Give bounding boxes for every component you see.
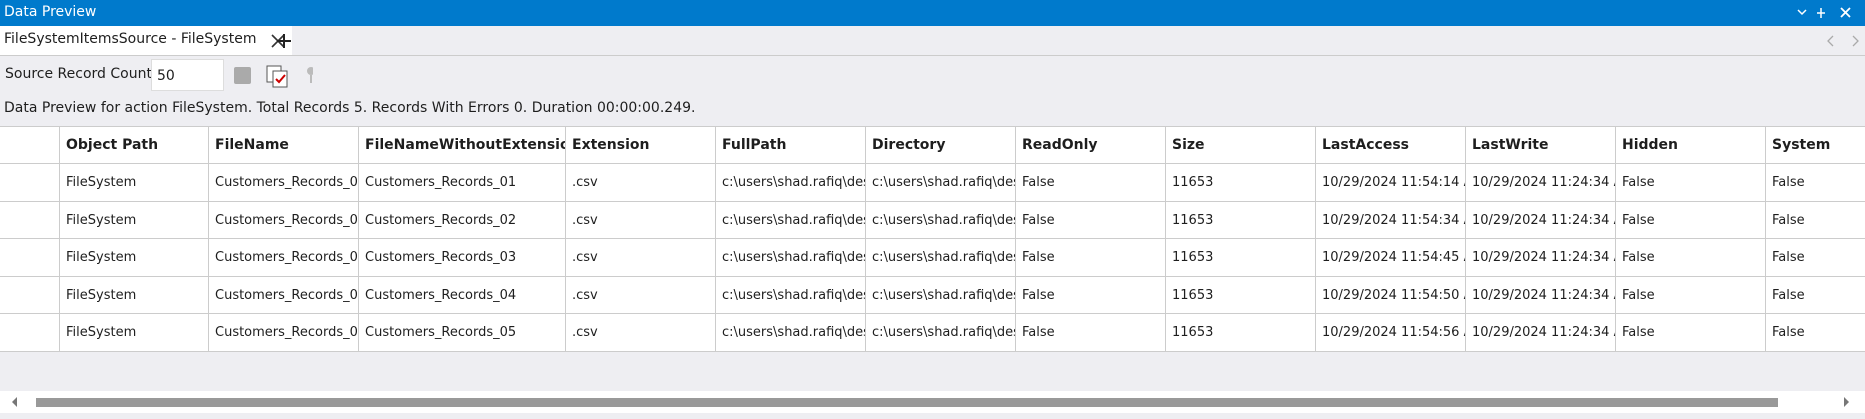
table-cell: 10/29/2024 11:24:34 A — [1466, 314, 1616, 352]
table-cell: False — [1616, 276, 1766, 314]
row-header — [0, 201, 60, 239]
table-cell: c:\users\shad.rafiq\des — [866, 314, 1016, 352]
table-cell: 10/29/2024 11:54:14 A — [1316, 164, 1466, 202]
column-header[interactable]: FileName — [209, 127, 359, 164]
horizontal-scrollbar[interactable] — [0, 391, 1865, 413]
column-header[interactable]: Object Path — [60, 127, 209, 164]
table-cell: 10/29/2024 11:24:34 A — [1466, 201, 1616, 239]
table-cell: Customers_Records_04 — [359, 276, 566, 314]
table-cell: .csv — [566, 239, 716, 277]
table-cell: 11653 — [1166, 276, 1316, 314]
table-cell: False — [1616, 201, 1766, 239]
table-cell: FileSystem — [60, 239, 209, 277]
table-cell: 10/29/2024 11:24:34 A — [1466, 239, 1616, 277]
table-cell: Customers_Records_03 — [209, 239, 359, 277]
row-header — [0, 276, 60, 314]
table-cell: Customers_Records_04 — [209, 276, 359, 314]
tab-label: FileSystemItemsSource - FileSystem — [4, 31, 257, 47]
scrollbar-graphic — [12, 397, 1849, 407]
table-cell: FileSystem — [60, 201, 209, 239]
column-header[interactable]: LastAccess — [1316, 127, 1466, 164]
record-count-input[interactable]: 50 — [151, 59, 224, 91]
table-cell: 11653 — [1166, 201, 1316, 239]
table-cell: FileSystem — [60, 164, 209, 202]
table-cell: 10/29/2024 11:54:34 A — [1316, 201, 1466, 239]
table-cell: c:\users\shad.rafiq\des — [866, 164, 1016, 202]
table-cell: False — [1616, 314, 1766, 352]
table-cell: Customers_Records_02 — [359, 201, 566, 239]
data-grid: Object Path FileName FileNameWithoutExtens… — [0, 126, 1865, 352]
table-cell: .csv — [566, 164, 716, 202]
column-header[interactable]: Size — [1166, 127, 1316, 164]
table-cell: c:\users\shad.rafiq\des — [866, 201, 1016, 239]
table-cell: False — [1616, 164, 1766, 202]
table-cell: False — [1766, 314, 1865, 352]
table-cell: c:\users\shad.rafiq\des — [716, 314, 866, 352]
table-cell: .csv — [566, 276, 716, 314]
table-cell: c:\users\shad.rafiq\des — [866, 239, 1016, 277]
table-cell: c:\users\shad.rafiq\des — [716, 164, 866, 202]
tab-scroll[interactable] — [1825, 33, 1861, 49]
table-cell: False — [1616, 239, 1766, 277]
window-title: Data Preview — [4, 4, 97, 20]
table-cell: False — [1766, 277, 1865, 314]
row-header — [0, 239, 60, 277]
table-cell: 10/29/2024 11:24:34 A — [1466, 276, 1616, 314]
table-cell: 11653 — [1166, 314, 1316, 352]
table-cell: 10/29/2024 11:54:45 A — [1316, 239, 1466, 277]
table-cell: 10/29/2024 11:54:50 A — [1316, 276, 1466, 314]
window-buttons[interactable] — [1795, 5, 1861, 21]
table-cell: 11653 — [1166, 239, 1316, 277]
column-header[interactable]: Directory — [866, 127, 1016, 164]
tab[interactable]: FileSystemItemsSource - FileSystem — [0, 26, 293, 55]
table-cell: False — [1766, 164, 1865, 202]
table-cell: False — [1016, 201, 1166, 239]
add-tab[interactable] — [276, 33, 292, 49]
table-cell: False — [1016, 164, 1166, 202]
table-cell: Customers_Records_01 — [359, 164, 566, 202]
toolbar-icons[interactable] — [233, 64, 313, 88]
column-header[interactable]: Extension — [566, 127, 716, 164]
record-count-label: Source Record Count — [5, 66, 152, 82]
table-cell: False — [1766, 202, 1865, 239]
row-header — [0, 164, 60, 202]
table-cell: False — [1766, 239, 1865, 277]
column-header[interactable]: System — [1766, 127, 1865, 164]
table-cell: c:\users\shad.rafiq\des — [716, 239, 866, 277]
table-cell: Customers_Records_05 — [359, 314, 566, 352]
table-cell: 10/29/2024 11:24:34 A — [1466, 164, 1616, 202]
table-cell: FileSystem — [60, 314, 209, 352]
table-cell: c:\users\shad.rafiq\des — [716, 276, 866, 314]
table-cell: c:\users\shad.rafiq\des — [716, 201, 866, 239]
table-cell: False — [1016, 314, 1166, 352]
table-cell: Customers_Records_02 — [209, 201, 359, 239]
table-cell: Customers_Records_03 — [359, 239, 566, 277]
tab-row: FileSystemItemsSource - FileSystem — [0, 26, 1865, 56]
column-header[interactable]: LastWrite — [1466, 127, 1616, 164]
table-cell: Customers_Records_01 — [209, 164, 359, 202]
table-cell: 10/29/2024 11:54:56 A — [1316, 314, 1466, 352]
table-cell: False — [1016, 276, 1166, 314]
table-cell: 11653 — [1166, 164, 1316, 202]
column-header[interactable]: FullPath — [716, 127, 866, 164]
table-cell: FileSystem — [60, 276, 209, 314]
toolbar: Source Record Count 50 — [0, 55, 1865, 95]
status-text: Data Preview for action FileSystem. Tota… — [4, 100, 696, 116]
table-cell: False — [1016, 239, 1166, 277]
row-header — [0, 314, 60, 352]
column-header[interactable]: ReadOnly — [1016, 127, 1166, 164]
table-cell: .csv — [566, 314, 716, 352]
table-cell: c:\users\shad.rafiq\des — [866, 276, 1016, 314]
table-cell: Customers_Records_05 — [209, 314, 359, 352]
row-header-corner — [0, 127, 60, 164]
title-bar: Data Preview — [0, 0, 1865, 26]
column-header[interactable]: FileNameWithoutExtension — [359, 127, 566, 164]
column-header[interactable]: Hidden — [1616, 127, 1766, 164]
table-cell: .csv — [566, 201, 716, 239]
